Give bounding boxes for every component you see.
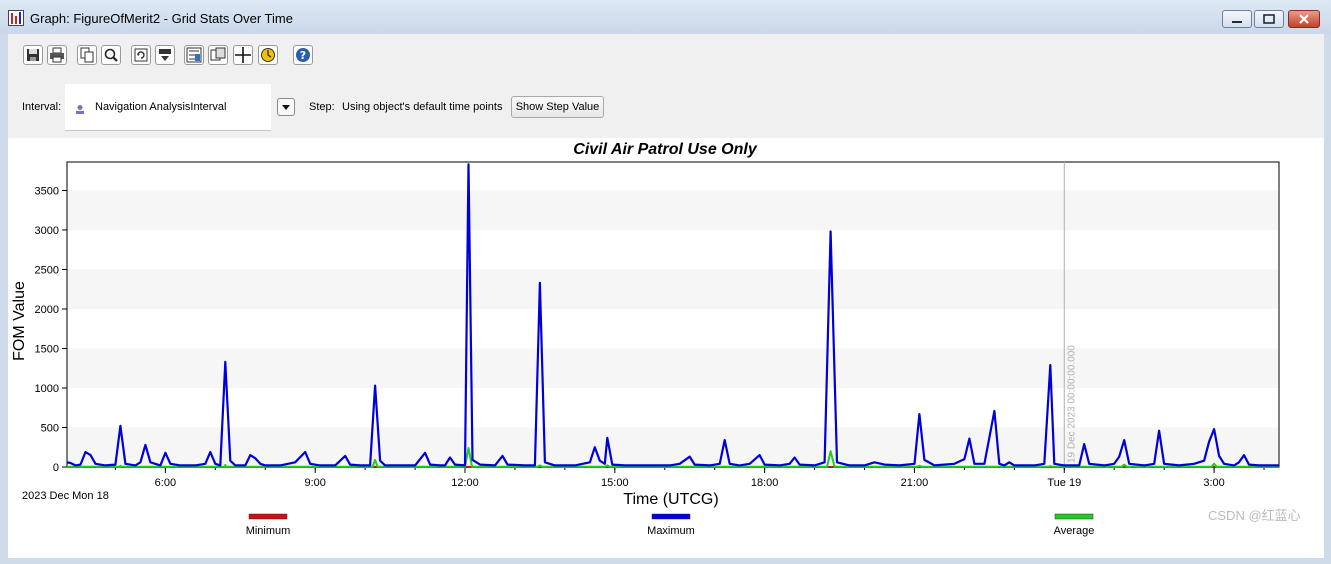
x-tick-label: 21:00 xyxy=(901,477,929,489)
copy-icon xyxy=(80,47,94,63)
step-text: Using object's default time points xyxy=(342,101,503,113)
day-marker-label: 19 Dec 2023 00:00:00.000 xyxy=(1066,345,1077,463)
x-tick-label: 18:00 xyxy=(751,477,779,489)
chevron-down-icon xyxy=(282,105,290,110)
interval-value: Navigation AnalysisInterval xyxy=(95,101,227,113)
crosshair-icon xyxy=(235,47,251,63)
show-step-value-button[interactable]: Show Step Value xyxy=(511,96,604,118)
animation-icon xyxy=(261,48,275,62)
y-tick-label: 3500 xyxy=(35,185,59,197)
start-date-label: 2023 Dec Mon 18 xyxy=(22,490,109,502)
save-icon xyxy=(27,49,39,61)
legend-swatch-average xyxy=(1054,513,1094,520)
x-tick-label: 3:00 xyxy=(1203,477,1224,489)
grid-band xyxy=(67,348,1279,388)
refresh-button[interactable] xyxy=(131,45,151,65)
graph-content: ? Interval: Navigation AnalysisInterval … xyxy=(8,34,1324,558)
title-bar[interactable]: Graph: FigureOfMerit2 - Grid Stats Over … xyxy=(0,0,1331,34)
interval-label: Interval: xyxy=(22,101,62,113)
export-icon xyxy=(159,49,171,61)
fom-chart[interactable]: Civil Air Patrol Use Only FOM Value Time… xyxy=(8,138,1324,558)
zoom-icon xyxy=(104,48,118,62)
chart-title: Civil Air Patrol Use Only xyxy=(573,141,758,158)
help-button[interactable]: ? xyxy=(293,45,313,65)
legend-swatch-minimum xyxy=(248,513,288,520)
window-title: Graph: FigureOfMerit2 - Grid Stats Over … xyxy=(30,11,293,26)
y-tick-label: 2000 xyxy=(35,304,59,316)
x-tick-label: 12:00 xyxy=(451,477,479,489)
print-icon xyxy=(50,47,64,63)
y-axis-label: FOM Value xyxy=(11,281,28,361)
x-tick-label: 9:00 xyxy=(304,477,325,489)
plot-panel: Civil Air Patrol Use Only FOM Value Time… xyxy=(8,138,1324,558)
y-tick-label: 3000 xyxy=(35,225,59,237)
x-axis-label: Time (UTCG) xyxy=(623,491,718,508)
y-tick-label: 1000 xyxy=(35,383,59,395)
restore-icon xyxy=(1263,14,1275,24)
minimize-button[interactable] xyxy=(1222,10,1252,28)
grid-band xyxy=(67,269,1279,309)
x-tick-label: Tue 19 xyxy=(1047,477,1081,489)
help-icon: ? xyxy=(296,48,310,62)
interval-field[interactable]: Navigation AnalysisInterval xyxy=(65,84,271,131)
properties-icon xyxy=(186,47,202,63)
duplicate-icon xyxy=(210,47,226,61)
zoom-button[interactable] xyxy=(101,45,121,65)
y-tick-label: 1500 xyxy=(35,343,59,355)
interval-object-icon xyxy=(76,105,84,114)
legend-label-average: Average xyxy=(1054,525,1095,537)
maximize-button[interactable] xyxy=(1254,10,1284,28)
step-label: Step: xyxy=(309,101,335,113)
refresh-icon xyxy=(134,48,148,62)
interval-dropdown-button[interactable] xyxy=(277,98,295,116)
graph-app-icon xyxy=(8,10,24,26)
minimize-icon xyxy=(1232,21,1242,23)
legend-swatch-maximum xyxy=(651,513,691,520)
y-tick-label: 500 xyxy=(41,422,59,434)
save-button[interactable] xyxy=(23,45,43,65)
svg-text:?: ? xyxy=(300,49,306,62)
watermark: CSDN @红蓝心 xyxy=(1208,508,1301,523)
x-tick-label: 6:00 xyxy=(155,477,176,489)
crosshair-button[interactable] xyxy=(233,45,253,65)
x-tick-label: 15:00 xyxy=(601,477,629,489)
properties-button[interactable] xyxy=(184,45,204,65)
grid-band xyxy=(67,427,1279,467)
y-tick-label: 0 xyxy=(53,462,59,474)
y-tick-label: 2500 xyxy=(35,264,59,276)
copy-button[interactable] xyxy=(77,45,97,65)
print-button[interactable] xyxy=(47,45,67,65)
legend-label-minimum: Minimum xyxy=(246,525,291,537)
grid-band xyxy=(67,190,1279,230)
animation-button[interactable] xyxy=(258,45,278,65)
series-line-average xyxy=(67,447,1279,468)
legend-label-maximum: Maximum xyxy=(647,525,695,537)
export-button[interactable] xyxy=(155,45,175,65)
close-icon xyxy=(1299,14,1309,24)
series-line-maximum xyxy=(66,163,1279,467)
close-button[interactable] xyxy=(1288,10,1320,28)
duplicate-button[interactable] xyxy=(208,45,228,65)
